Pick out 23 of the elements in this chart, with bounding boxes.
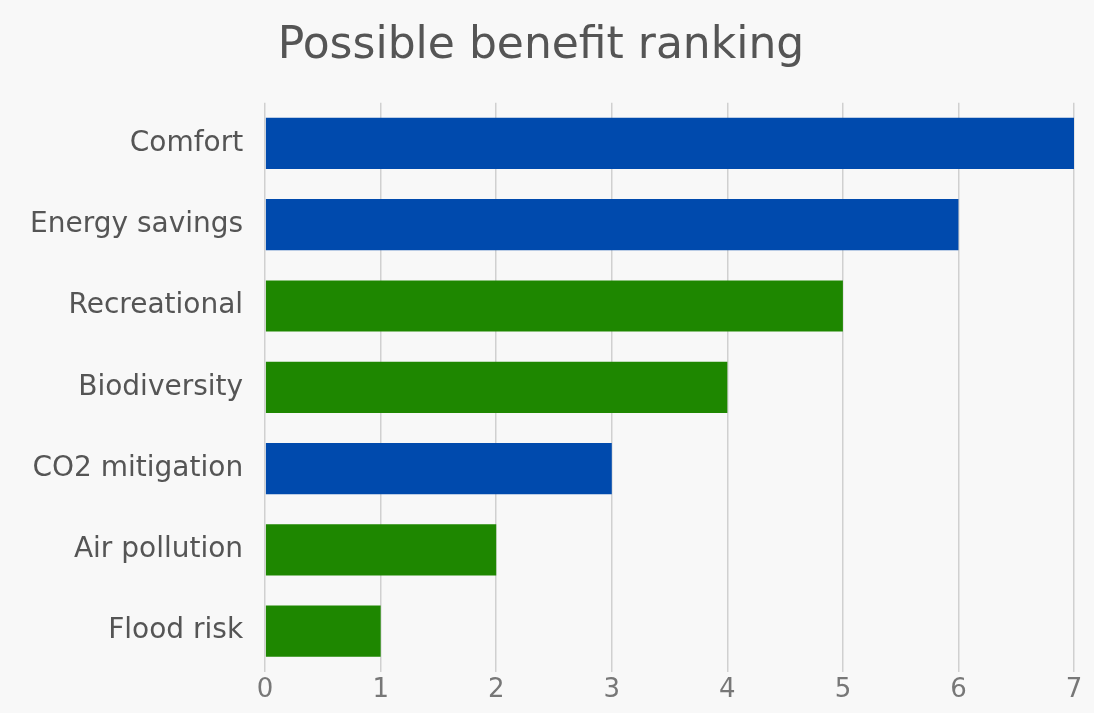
y-tick-label: Flood risk xyxy=(108,612,244,646)
y-tick-label: Comfort xyxy=(129,124,244,158)
chart-title: Possible benefit ranking xyxy=(277,16,805,68)
bar xyxy=(265,117,1074,170)
x-tick-label: 4 xyxy=(719,673,736,704)
y-tick-label: Recreational xyxy=(68,287,244,321)
y-tick-label: Energy savings xyxy=(29,206,244,240)
bar xyxy=(265,280,843,332)
x-tick-label: 7 xyxy=(1065,673,1083,704)
y-tick-label: CO2 mitigation xyxy=(32,449,244,483)
y-tick-label: Biodiversity xyxy=(78,368,244,402)
bar xyxy=(265,605,381,657)
x-tick-label: 3 xyxy=(603,673,621,704)
x-tick-label: 6 xyxy=(950,673,967,704)
bar xyxy=(265,199,959,251)
x-tick-label: 0 xyxy=(256,673,274,704)
bar xyxy=(265,442,612,495)
x-tick-label: 1 xyxy=(372,673,389,704)
y-tick-label: Air pollution xyxy=(73,531,244,565)
x-tick-label: 2 xyxy=(487,673,505,704)
bar xyxy=(265,524,497,576)
x-tick-label: 5 xyxy=(834,673,852,704)
bar xyxy=(265,361,728,413)
